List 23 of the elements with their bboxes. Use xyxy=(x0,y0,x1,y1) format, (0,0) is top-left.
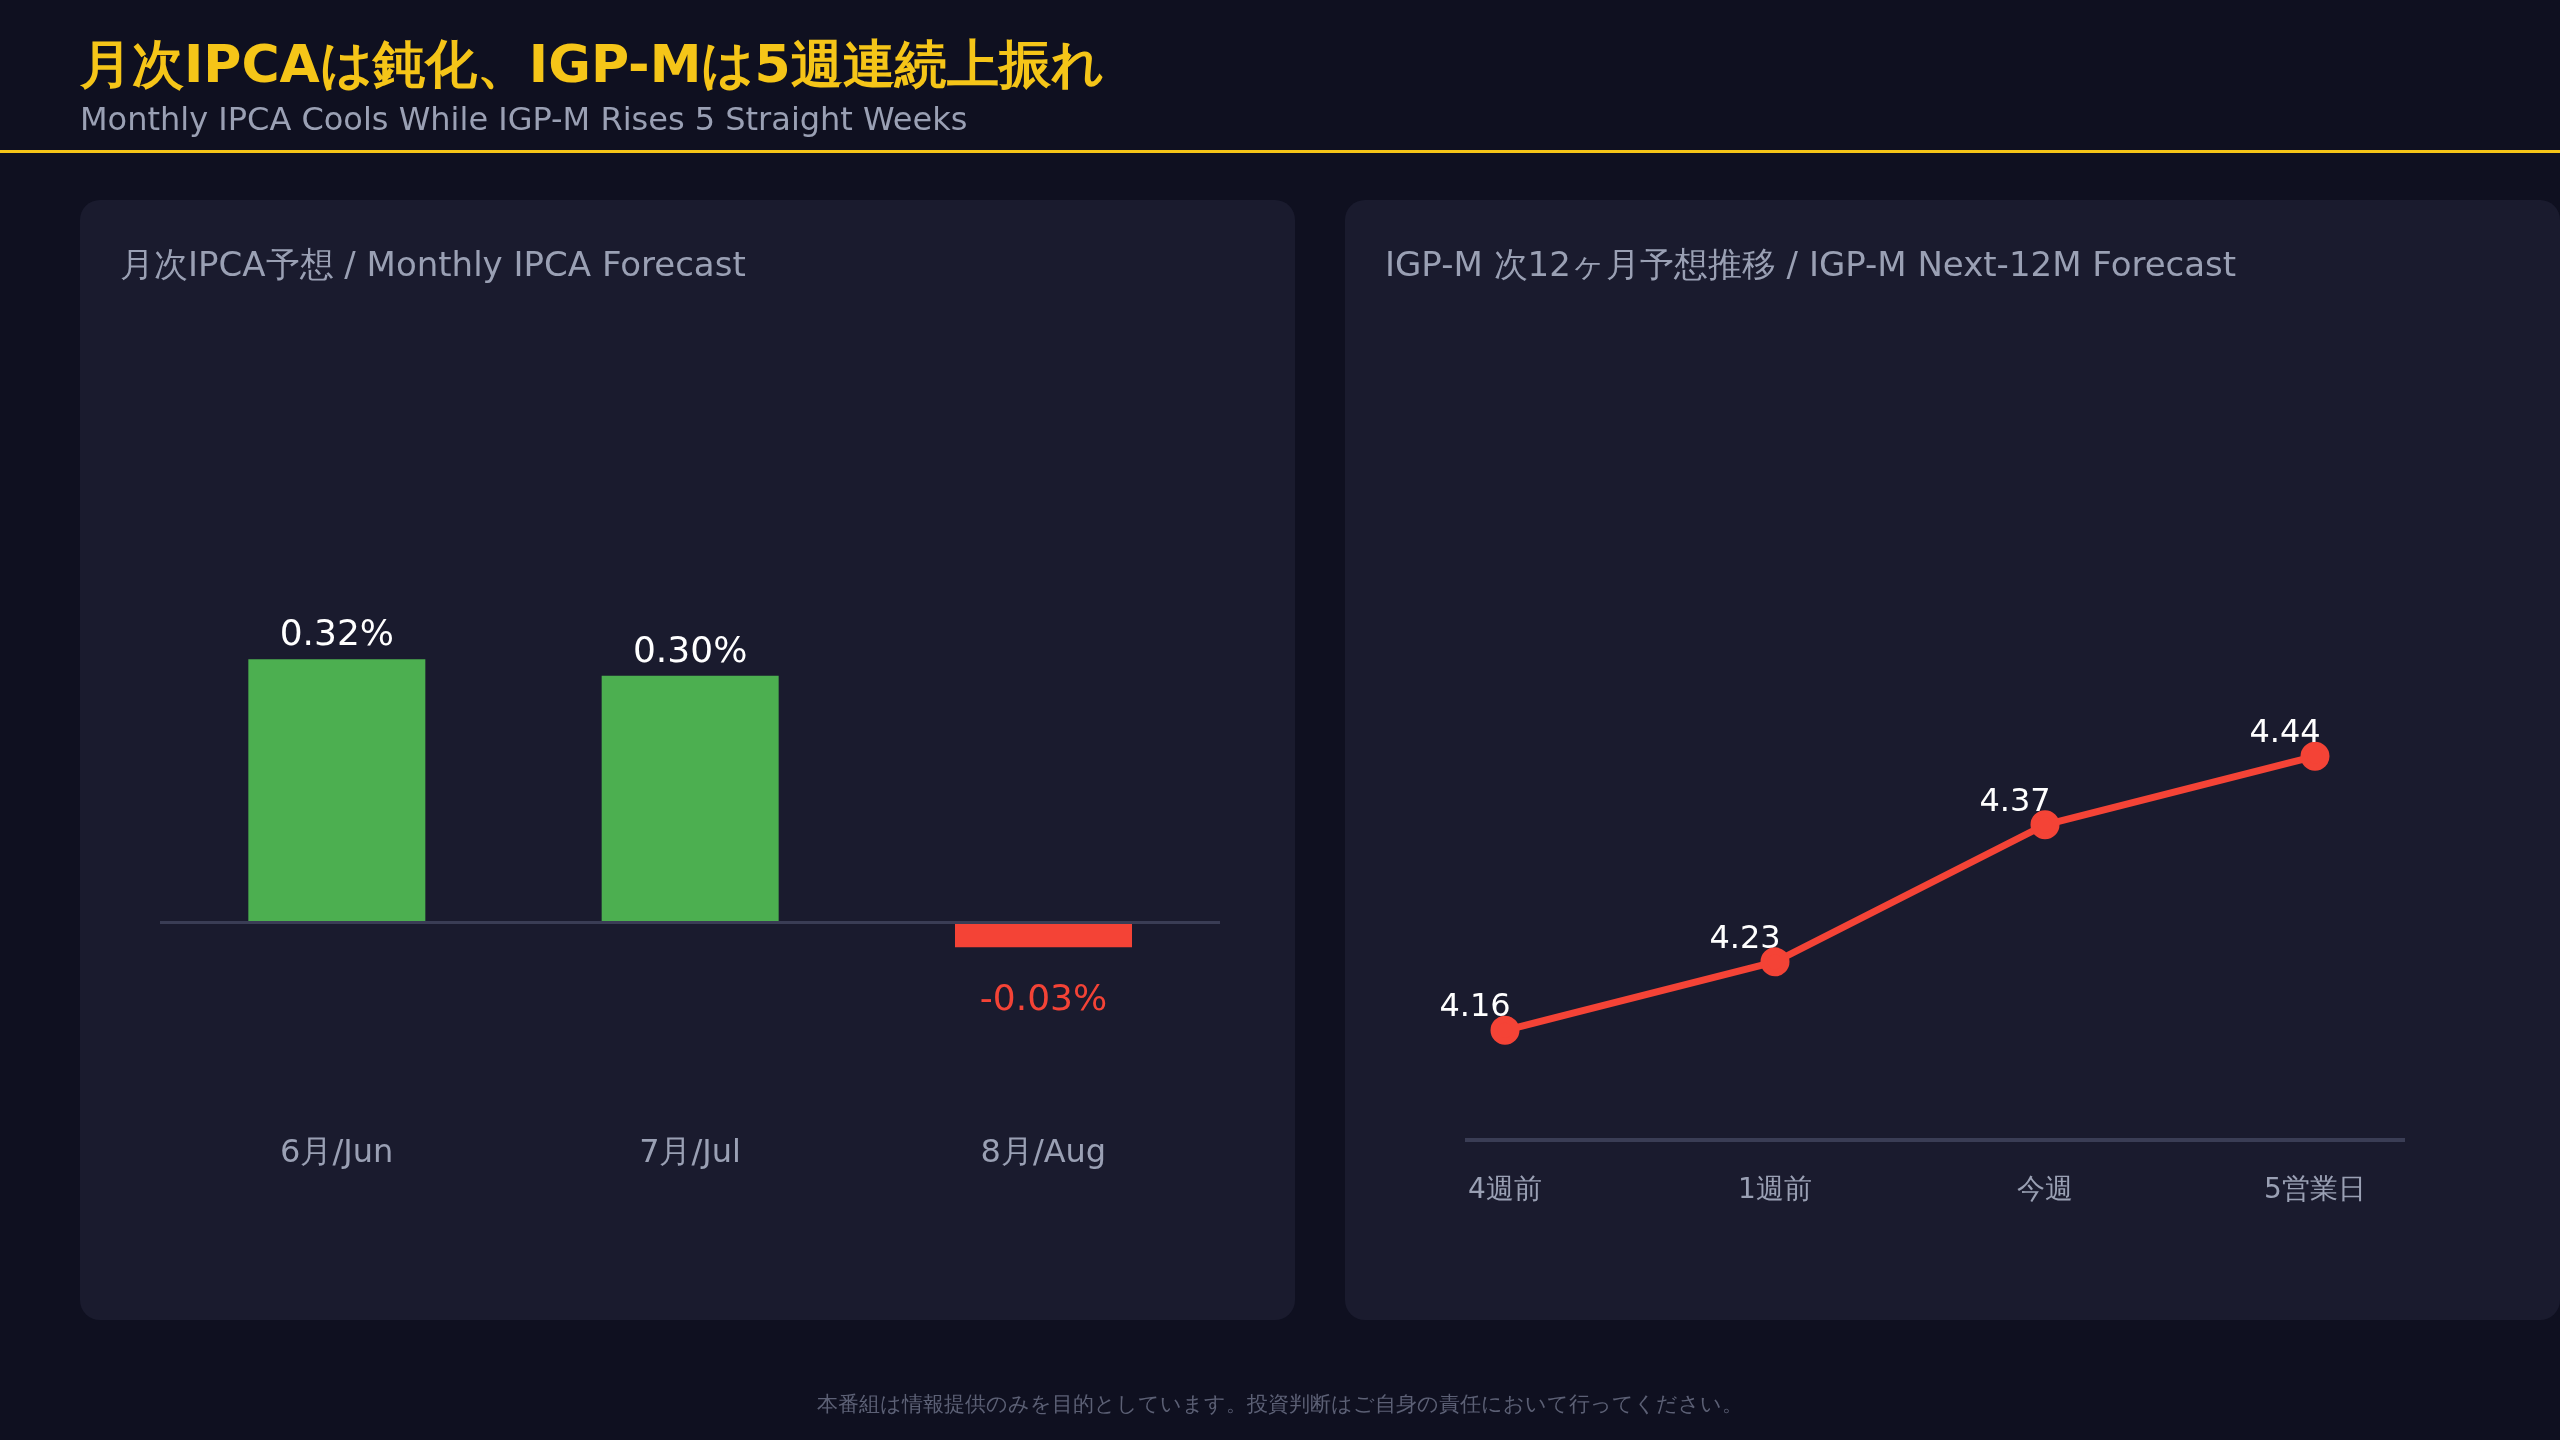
data-label: 0.32% xyxy=(279,612,395,654)
x-tick-label: 7月/Jul xyxy=(639,1132,741,1170)
point xyxy=(1490,1015,1520,1045)
point xyxy=(1760,947,1790,977)
chart-title: IGP-M 次12ヶ月予想推移 / IGP-M Next-12M Forecast xyxy=(1385,243,2237,286)
point xyxy=(2300,741,2330,771)
text: Monthly IPCA Cools While IGP-M Rises 5 Straight Weeks xyxy=(80,100,968,138)
data-label: 4.44 xyxy=(2249,712,2321,751)
point xyxy=(2030,810,2060,840)
data-label: 4.16 xyxy=(1439,986,1511,1025)
x-tick-label: 4週前 xyxy=(1468,1171,1542,1205)
text: 本番組は情報提供のみを目的としています。投資判断はご自身の責任において行ってください。 xyxy=(816,1391,1744,1418)
data-label: 4.37 xyxy=(1979,780,2051,819)
x-tick-label: 1週前 xyxy=(1738,1171,1812,1205)
chart-title: 月次IPCA予想 / Monthly IPCA Forecast xyxy=(120,243,746,286)
text: 月次IPCAは鈍化、IGP-Mは5週連続上振れ xyxy=(80,33,1104,96)
data-label: 0.30% xyxy=(632,628,748,670)
x-tick-label: 6月/Jun xyxy=(280,1132,394,1170)
x-tick-label: 5営業日 xyxy=(2264,1171,2366,1205)
x-tick-label: 8月/Aug xyxy=(980,1132,1107,1170)
data-label: -0.03% xyxy=(979,976,1108,1018)
data-label: 4.23 xyxy=(1709,917,1781,956)
x-tick-label: 今週 xyxy=(2017,1171,2073,1205)
